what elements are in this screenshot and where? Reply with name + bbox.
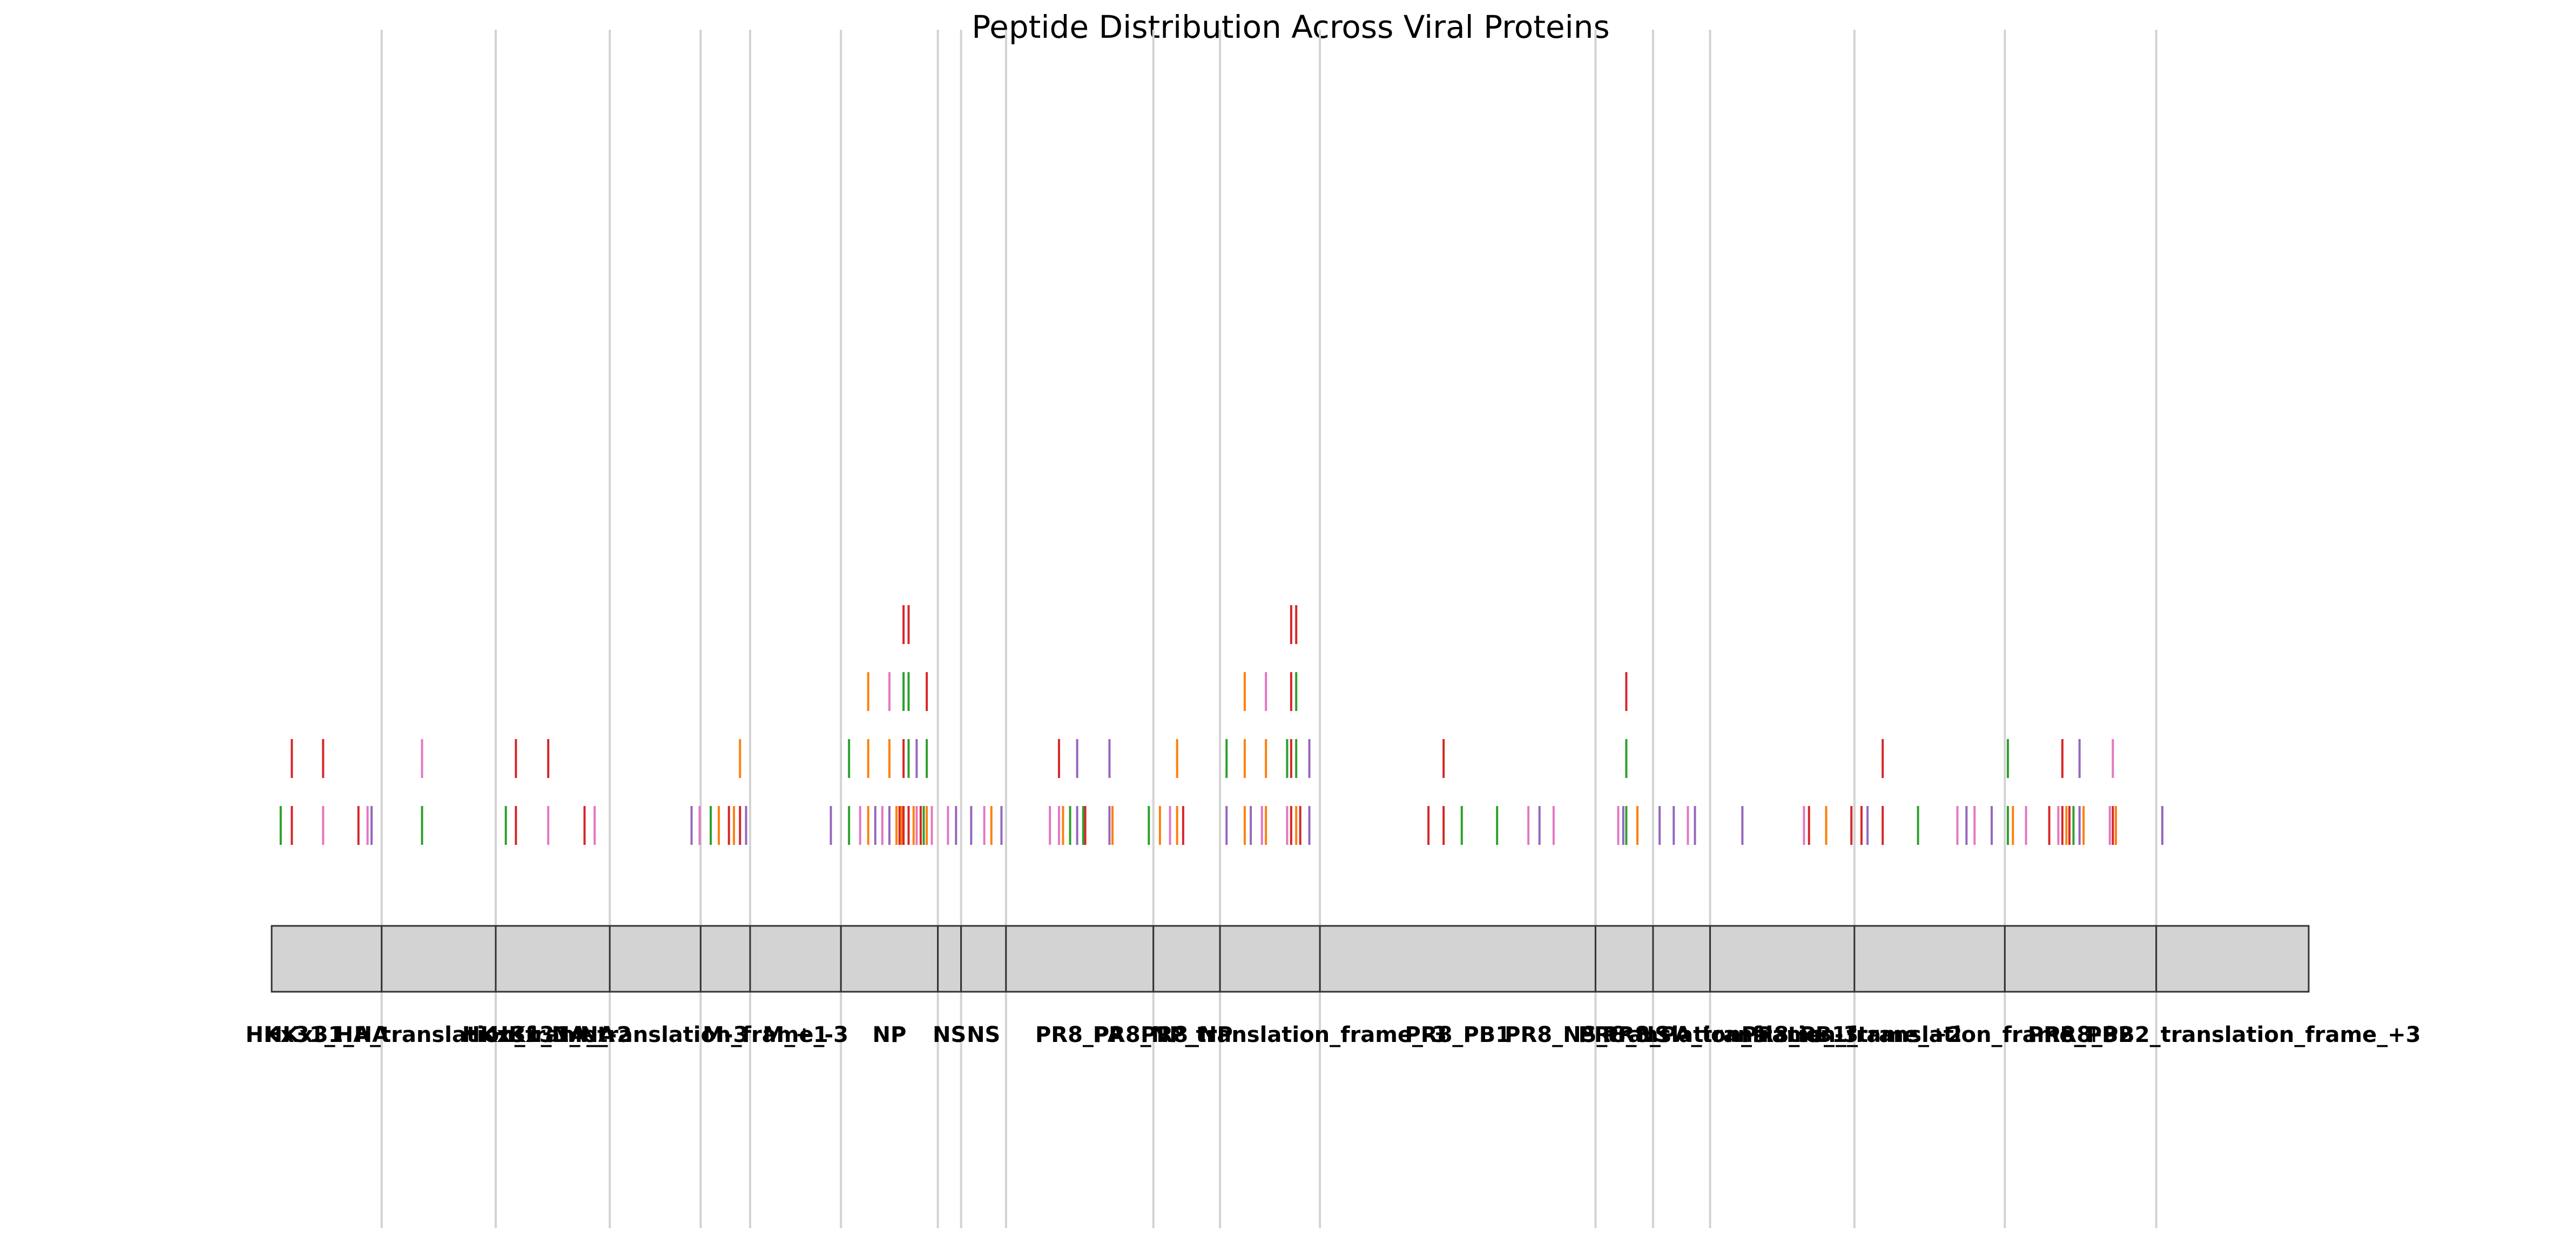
protein-box — [1152, 925, 1221, 993]
protein-box — [1005, 925, 1155, 993]
protein-label: NS — [933, 1023, 966, 1047]
protein-boxes — [271, 925, 2310, 993]
protein-dividers — [380, 30, 2157, 1228]
protein-label: NP — [873, 1023, 907, 1047]
protein-label: HKx31_HA_translation_frame_-2 — [246, 1023, 632, 1047]
protein-labels: HKx31_HAHKx31_HA_translation_frame_-2HKx… — [246, 1023, 2421, 1047]
protein-label: PR8_PB1_translation_frame_+3 — [1741, 1023, 2118, 1047]
protein-label: PR8_PA_translation_frame_+2 — [1602, 1023, 1962, 1047]
protein-box — [271, 925, 383, 993]
protein-box — [1319, 925, 1596, 993]
protein-box — [1219, 925, 1321, 993]
protein-label: PR8_NS_translation_frame_-3 — [1505, 1023, 1858, 1047]
protein-box — [1652, 925, 1711, 993]
protein-box — [1594, 925, 1654, 993]
protein-box — [1853, 925, 2006, 993]
protein-box — [609, 925, 702, 993]
protein-box — [960, 925, 1007, 993]
protein-label: M-3 — [703, 1023, 748, 1047]
protein-label: HKx31_NA — [490, 1023, 615, 1047]
protein-label: PR8_NP — [1141, 1023, 1233, 1047]
protein-box — [699, 925, 751, 993]
protein-box — [840, 925, 939, 993]
protein-label: PR8_NP_translation_frame_-3 — [1093, 1023, 1447, 1047]
protein-label: PR8_PB2_translation_frame_+3 — [2044, 1023, 2420, 1047]
chart-title: Peptide Distribution Across Viral Protei… — [972, 9, 1609, 45]
protein-label: HKx31_HA — [265, 1023, 389, 1047]
protein-box — [495, 925, 611, 993]
protein-box — [749, 925, 842, 993]
protein-label: PR8_PB2 — [2028, 1023, 2134, 1047]
protein-label: HKx31_NA_translation_frame_-3 — [462, 1023, 848, 1047]
peptide-ticks — [279, 605, 2163, 845]
protein-box — [2004, 925, 2157, 993]
protein-box — [1709, 925, 1856, 993]
protein-box — [381, 925, 497, 993]
protein-label: PR8_PB1 — [1405, 1023, 1510, 1047]
protein-label: M_+1 — [763, 1023, 828, 1047]
protein-box — [937, 925, 962, 993]
protein-label: PR8_NS — [1579, 1023, 1670, 1047]
protein-box — [2155, 925, 2310, 993]
protein-label: NS — [967, 1023, 1000, 1047]
protein-label: PR8_PA — [1035, 1023, 1124, 1047]
